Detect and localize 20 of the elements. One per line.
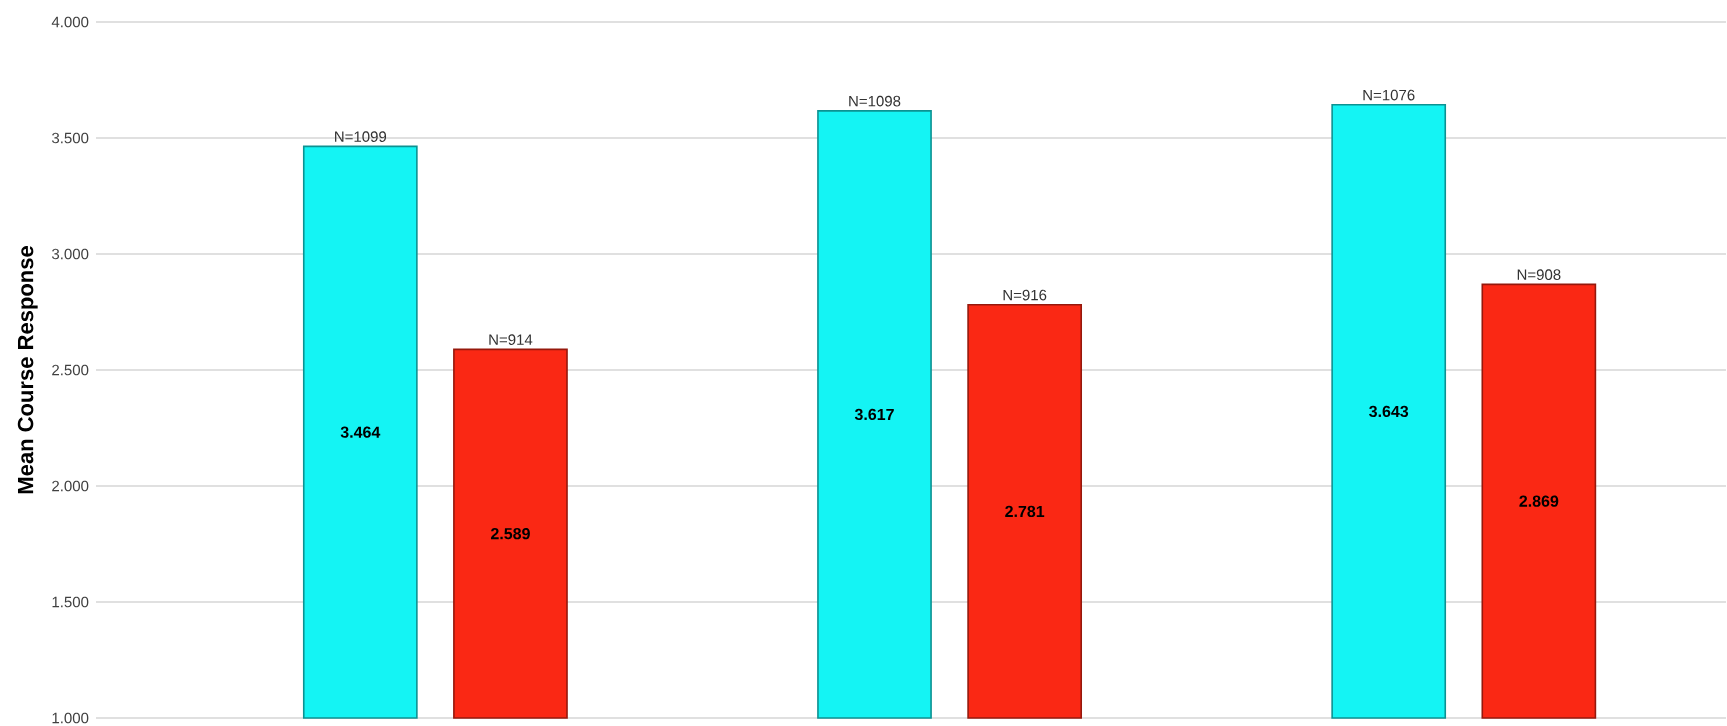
data-label: 3.464 bbox=[340, 426, 381, 438]
y-tick-label: 4.000 bbox=[51, 16, 89, 28]
annotation: N=1076 bbox=[1363, 89, 1415, 101]
y-tick-label: 1.000 bbox=[52, 712, 89, 724]
y-axis-title: Mean Course Response bbox=[17, 246, 38, 494]
data-label: 3.617 bbox=[854, 408, 894, 421]
annotation: N=1098 bbox=[849, 95, 901, 107]
annotation: N=916 bbox=[1003, 289, 1047, 301]
y-tick-label: 3.000 bbox=[51, 248, 89, 260]
y-tick-label: 3.500 bbox=[51, 132, 89, 144]
annotation: N=908 bbox=[1517, 269, 1561, 280]
annotation: N=1099 bbox=[335, 131, 387, 142]
data-label: 2.589 bbox=[491, 528, 530, 540]
y-tick-label: 2.000 bbox=[52, 480, 89, 492]
data-label: 3.643 bbox=[1369, 405, 1409, 418]
data-label: 2.781 bbox=[1005, 505, 1045, 518]
annotation: N=914 bbox=[489, 334, 533, 345]
data-label: 2.869 bbox=[1519, 495, 1559, 507]
y-tick-label: 1.500 bbox=[52, 596, 89, 608]
y-tick-label: 2.500 bbox=[52, 364, 89, 376]
